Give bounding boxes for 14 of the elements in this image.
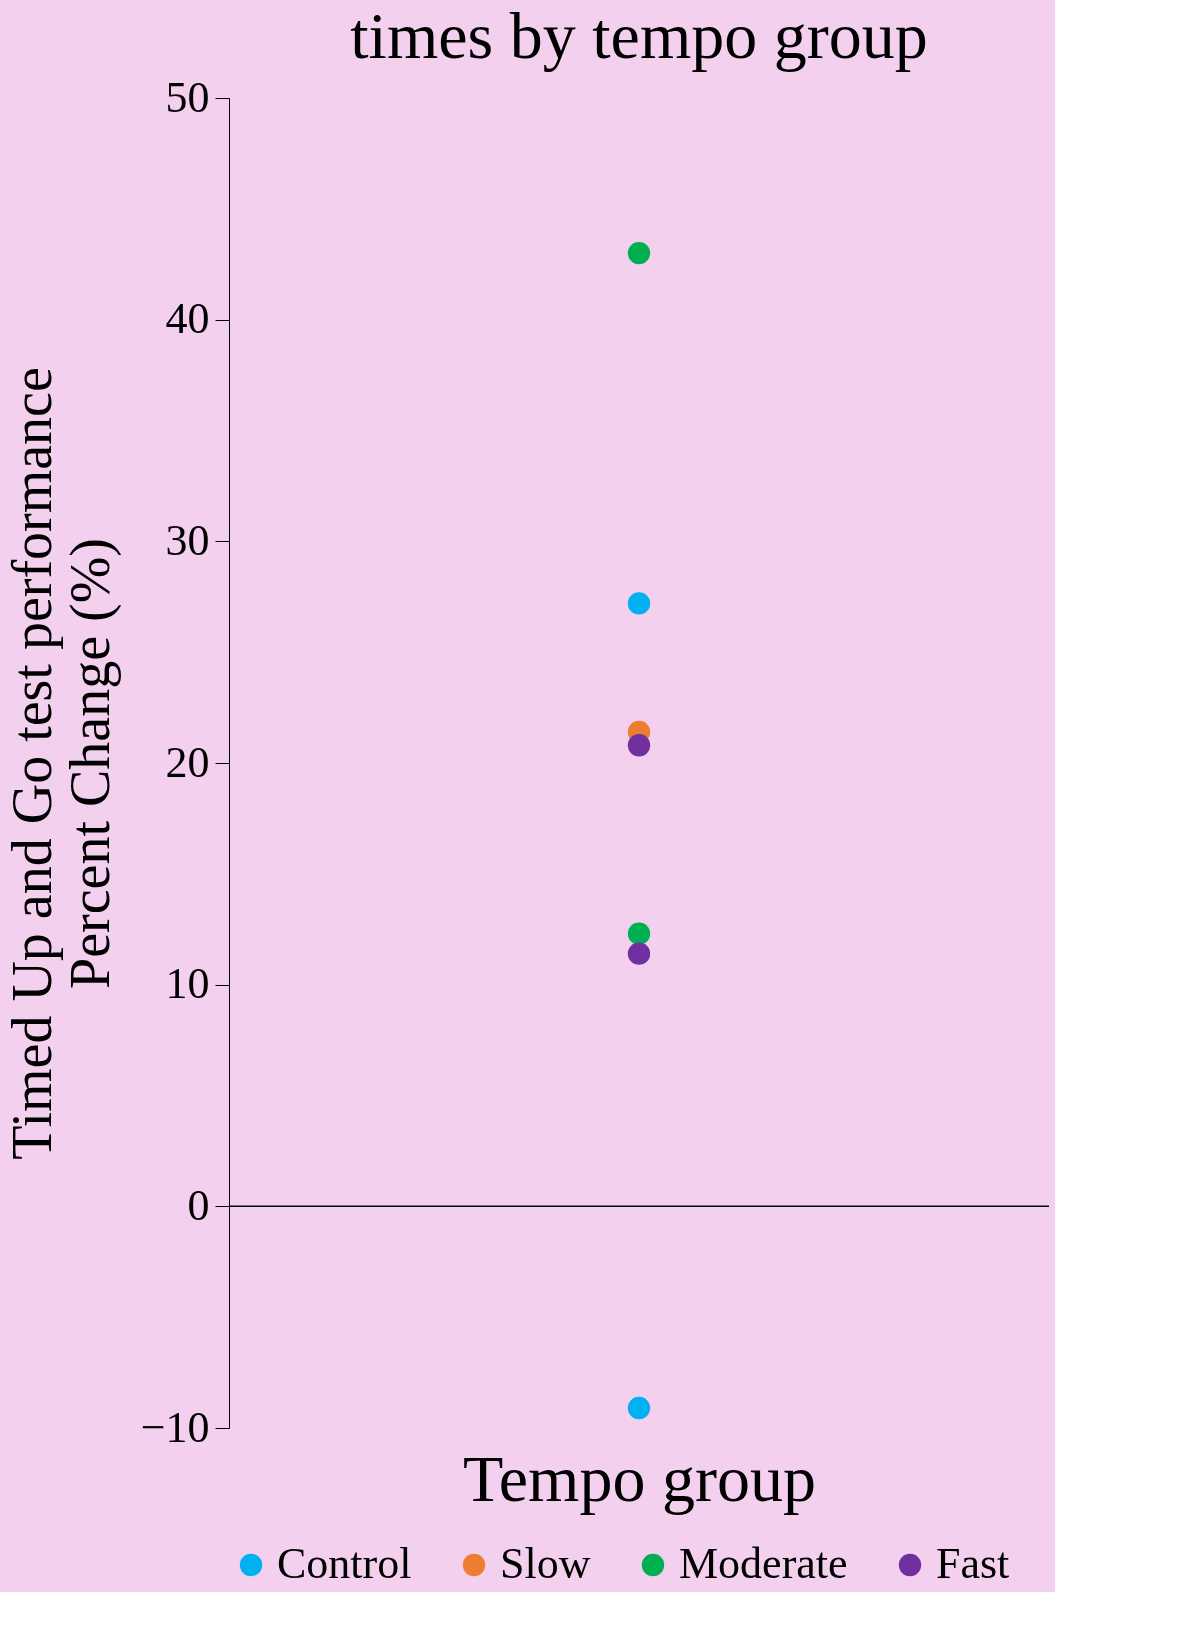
y-tick-label: 30 bbox=[165, 515, 210, 565]
y-axis-title: Timed Up and Go test performance Percent Change (%) bbox=[0, 367, 122, 1160]
y-tick-label: 10 bbox=[165, 959, 210, 1009]
legend-label: Slow bbox=[500, 1539, 591, 1588]
chart-title: times by tempo group bbox=[350, 0, 928, 72]
y-tick-label: −10 bbox=[140, 1402, 210, 1452]
legend-label: Moderate bbox=[679, 1539, 848, 1588]
legend-label: Fast bbox=[936, 1539, 1010, 1588]
y-tick-label: 50 bbox=[165, 72, 210, 122]
y-tick-label: 20 bbox=[165, 737, 210, 787]
y-tick-label: 40 bbox=[165, 294, 210, 344]
legend-label: Control bbox=[277, 1539, 412, 1588]
x-axis-title: Tempo group bbox=[463, 1441, 816, 1515]
y-tick-label: 0 bbox=[187, 1180, 210, 1230]
